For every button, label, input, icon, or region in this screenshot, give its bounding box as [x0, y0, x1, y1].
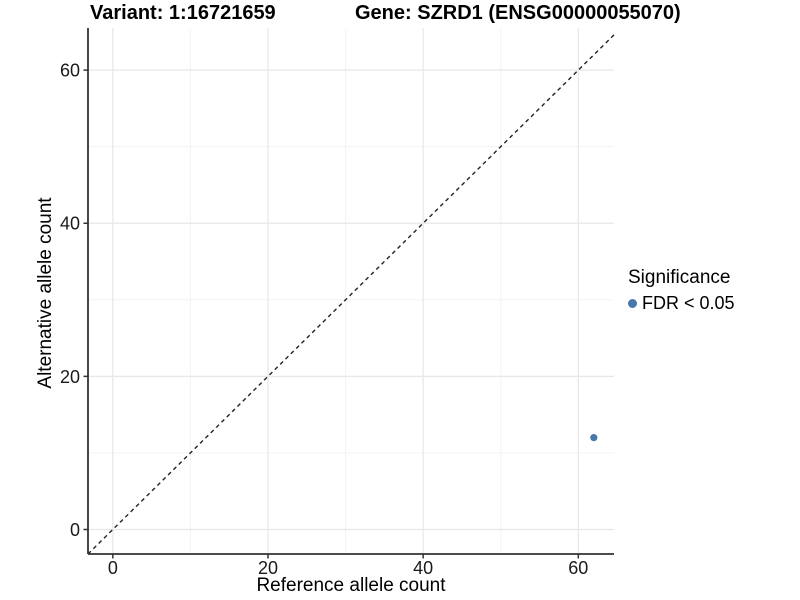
legend-item: FDR < 0.05 [628, 293, 735, 314]
legend-title: Significance [628, 267, 731, 288]
point-marker-icon [628, 299, 637, 308]
plot-title-variant: Variant: 1:16721659 [90, 2, 276, 24]
plot-title-gene: Gene: SZRD1 (ENSG00000055070) [355, 2, 681, 24]
y-tick-label: 60 [60, 61, 80, 81]
data-point [590, 434, 598, 442]
y-tick-label: 0 [70, 520, 80, 540]
y-axis-label: Alternative allele count [35, 197, 56, 389]
x-tick-label: 40 [413, 558, 433, 578]
x-tick-label: 20 [258, 558, 278, 578]
y-tick-label: 20 [60, 367, 80, 387]
y-tick-label: 40 [60, 214, 80, 234]
x-tick-label: 0 [108, 558, 118, 578]
legend: Significance FDR < 0.05 [628, 267, 735, 314]
x-axis-label: Reference allele count [256, 575, 446, 596]
identity-line [87, 34, 615, 555]
x-tick-label: 60 [568, 558, 588, 578]
legend-item-label: FDR < 0.05 [642, 293, 735, 313]
